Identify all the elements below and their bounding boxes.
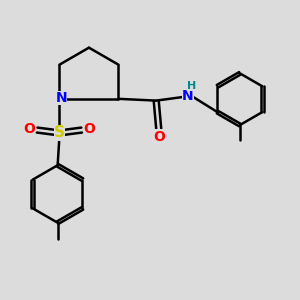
Text: N: N: [56, 91, 67, 105]
Text: O: O: [153, 130, 165, 143]
Text: H: H: [188, 81, 197, 91]
Text: S: S: [54, 125, 65, 140]
Text: N: N: [182, 89, 194, 103]
Text: O: O: [23, 122, 35, 136]
Text: O: O: [84, 122, 95, 136]
